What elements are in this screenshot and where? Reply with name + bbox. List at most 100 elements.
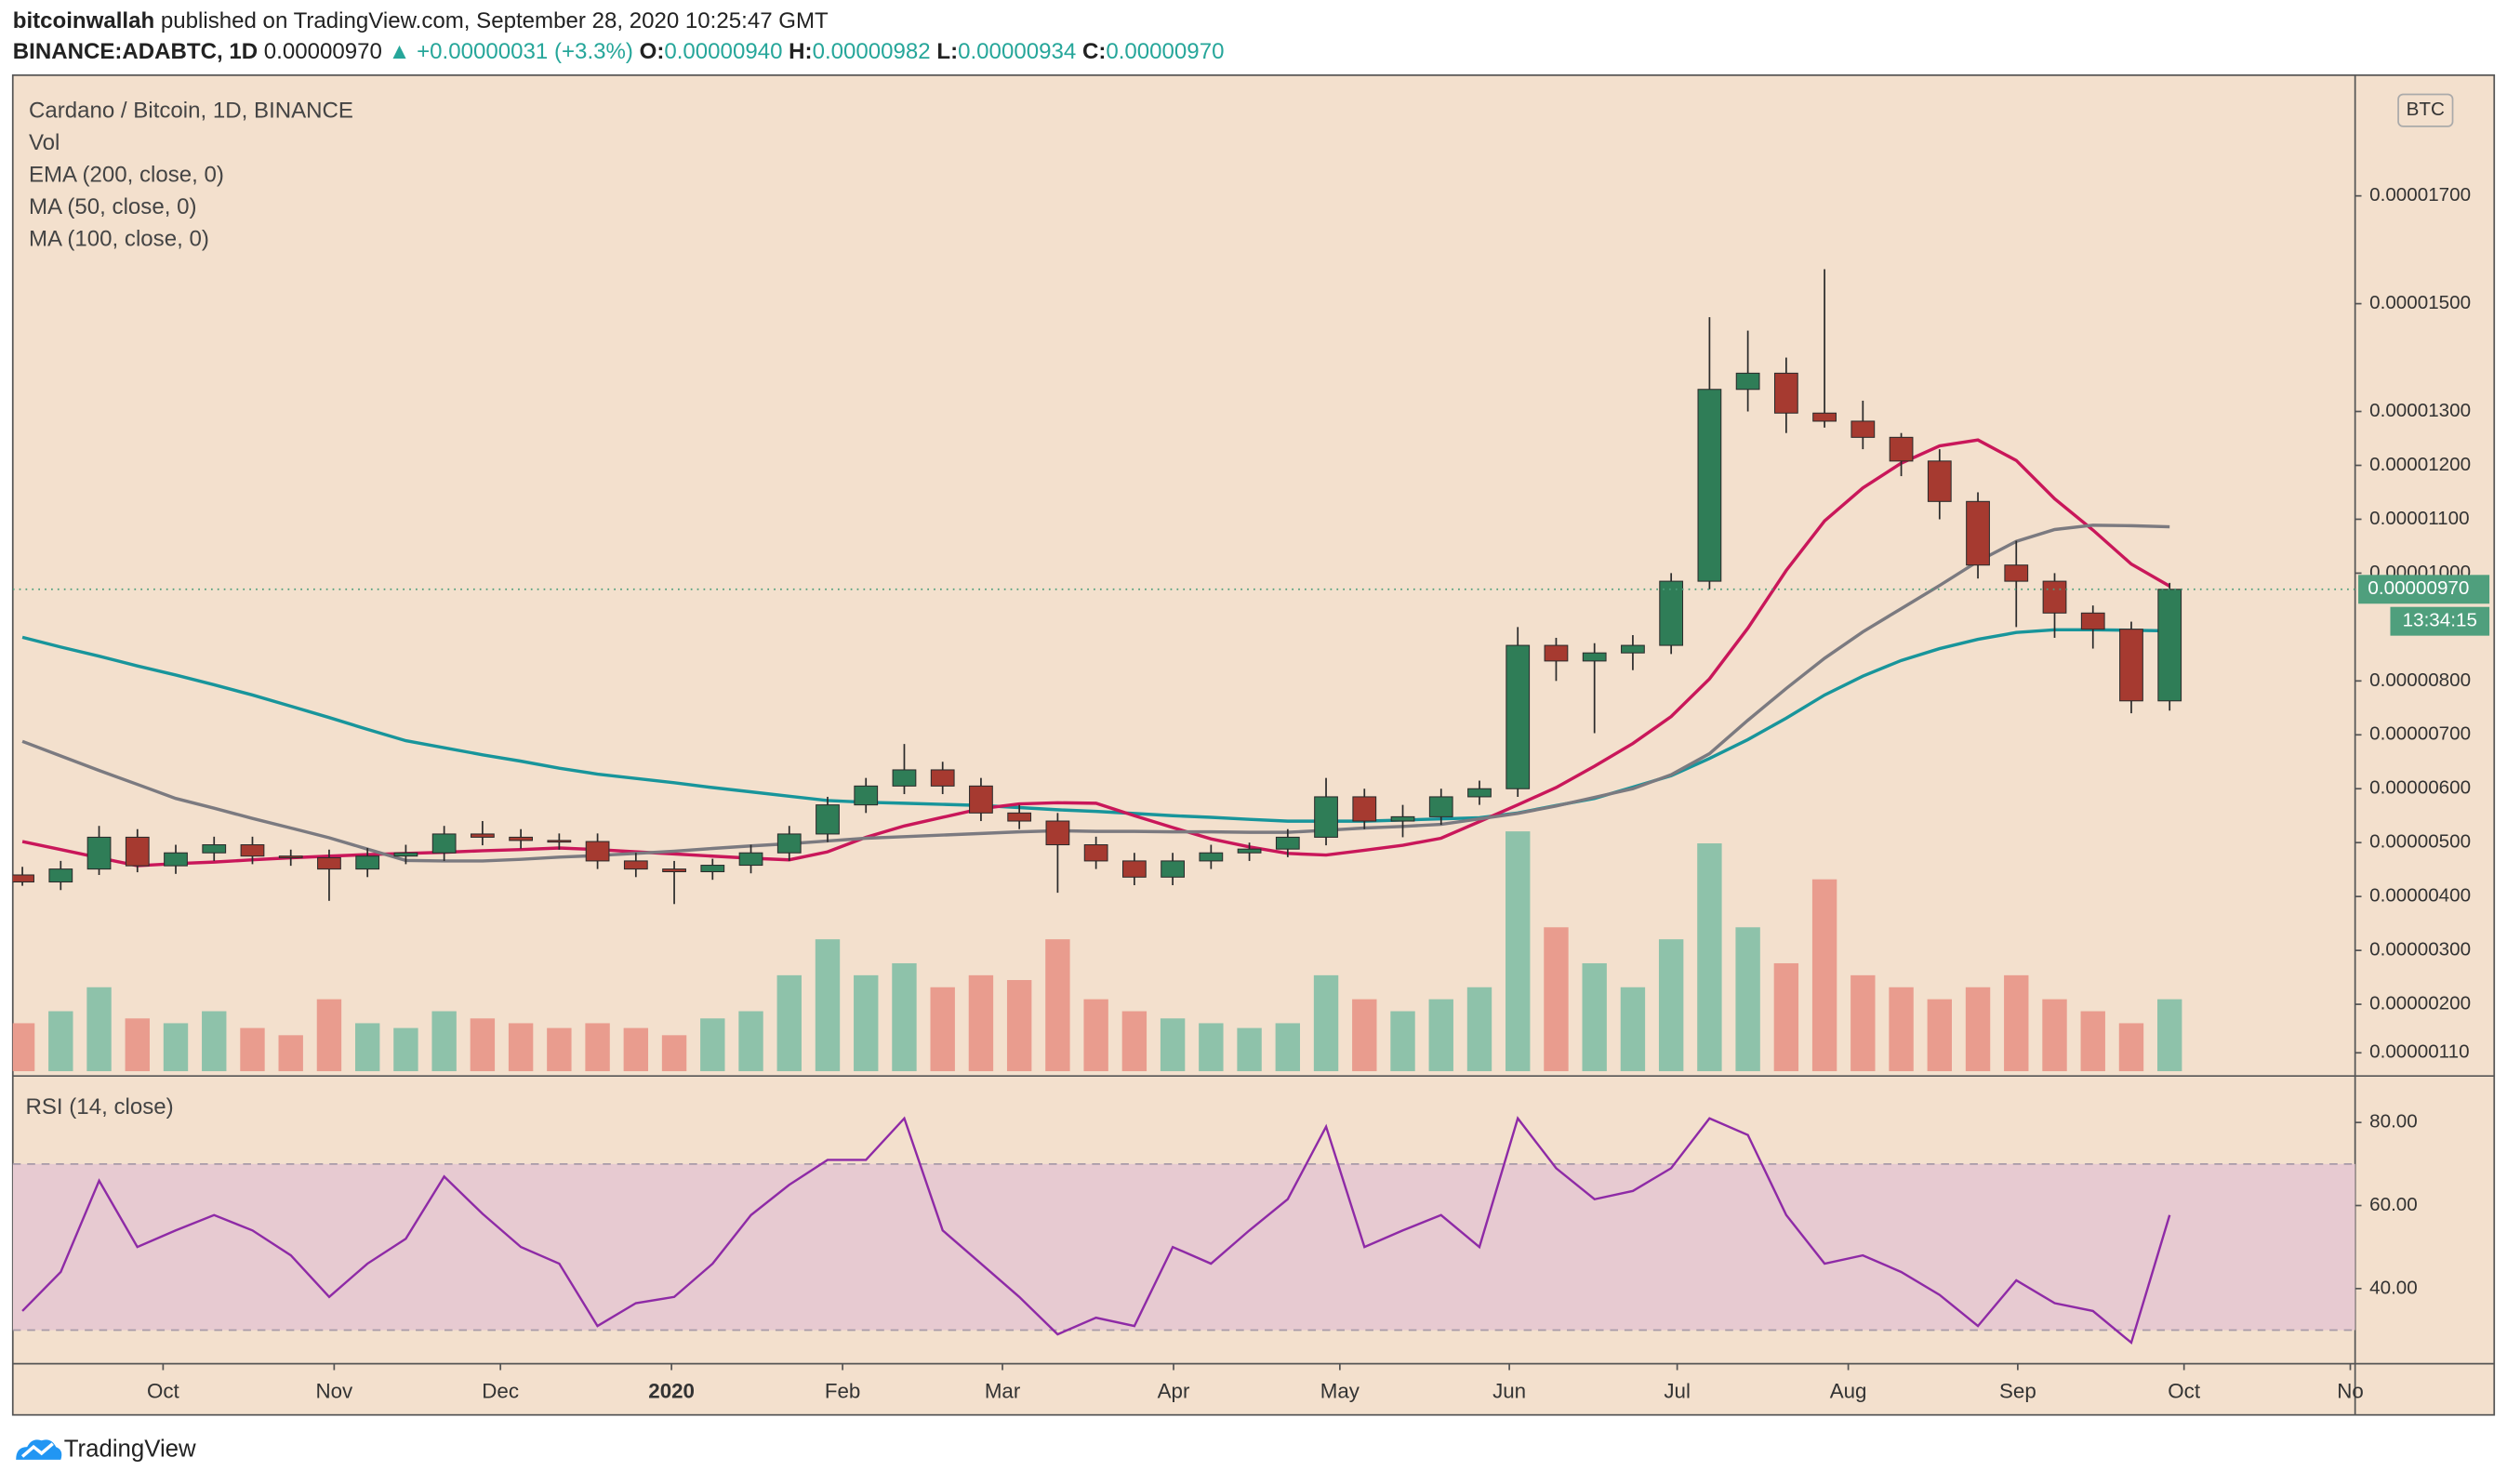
candle-body	[202, 844, 227, 854]
volume-bar	[661, 1035, 687, 1072]
x-tick-label: May	[1320, 1380, 1360, 1403]
y-tick-label: 0.00000300	[2369, 939, 2471, 961]
price: 0.00000970	[264, 39, 382, 64]
volume-bar	[1428, 999, 1453, 1072]
candle-body	[240, 844, 265, 857]
volume-bar	[470, 1018, 496, 1072]
y-tick-label: 0.00000500	[2369, 831, 2471, 853]
pane-title: Cardano / Bitcoin, 1D, BINANCE	[29, 99, 353, 124]
candle-body	[1773, 372, 1798, 414]
volume-bar	[700, 1018, 725, 1072]
volume-bar	[2004, 974, 2029, 1072]
candle-body	[2157, 589, 2182, 702]
volume-bar	[1275, 1023, 1301, 1072]
logo-text: TradingView	[64, 1436, 196, 1462]
ohlc-value: 0.00000934	[958, 39, 1076, 64]
x-tick-label: Feb	[825, 1380, 861, 1403]
volume-bar	[1889, 987, 1914, 1072]
candle-body	[1275, 836, 1300, 850]
volume-bar	[1582, 962, 1607, 1072]
volume-bar	[1735, 927, 1760, 1072]
candle-body	[1161, 860, 1185, 878]
x-tick-label: Oct	[147, 1380, 180, 1403]
candle-body	[125, 836, 150, 867]
candle-body	[1199, 852, 1224, 862]
candle-body	[930, 769, 955, 787]
candle-body	[1621, 644, 1645, 654]
candle-body	[2004, 564, 2029, 582]
logo-line	[20, 1442, 54, 1458]
countdown: 13:34:15	[2403, 610, 2477, 631]
candle-body	[1735, 372, 1760, 391]
ohlc-key: O:	[640, 39, 665, 64]
ohlc-value: 0.00000940	[664, 39, 782, 64]
candle-body	[278, 855, 303, 858]
volume-bar	[1927, 999, 1952, 1072]
candle-body	[355, 855, 380, 870]
logo-icon	[16, 1439, 62, 1460]
volume-bar	[1506, 831, 1531, 1072]
y-tick-label: 0.00000200	[2369, 993, 2471, 1014]
volume-bar	[1965, 987, 1991, 1072]
volume-bar	[1658, 939, 1684, 1072]
overlay: 0.00001700 0.00001500 0.00001300 0.00001200…	[26, 93, 2490, 1403]
x-tick-label: Jul	[1664, 1380, 1691, 1403]
candle-body	[1083, 844, 1108, 862]
volume-bar	[1466, 987, 1492, 1072]
ohlc-key: C:	[1082, 39, 1106, 64]
candle-body	[892, 769, 917, 787]
volume-bar	[547, 1027, 572, 1072]
candle-body	[1314, 796, 1338, 838]
candle-body	[1007, 812, 1032, 822]
x-tick-label: No	[2337, 1380, 2364, 1403]
volume-bar	[623, 1027, 649, 1072]
volume-bar	[163, 1023, 189, 1072]
candle-body	[1506, 644, 1531, 789]
candle-body	[1237, 848, 1262, 854]
volume-bar	[240, 1027, 265, 1072]
currency: BTC	[2407, 99, 2445, 120]
y-tick-label: 0.00001700	[2369, 184, 2471, 205]
candle-body	[1467, 788, 1492, 798]
volume-bar	[278, 1035, 303, 1072]
ma-line	[21, 523, 2170, 863]
rsi-tick-label: 80.00	[2369, 1111, 2418, 1133]
candle-body	[12, 874, 34, 883]
volume-bar	[316, 999, 342, 1072]
y-tick-label: 0.00001100	[2369, 508, 2469, 529]
candle-body	[1352, 796, 1377, 822]
change: ▲ +0.00000031 (+3.3%)	[389, 39, 633, 64]
volume-bar	[815, 939, 841, 1072]
candle-body	[393, 852, 418, 857]
legend-volume: Vol	[29, 130, 60, 155]
volume-bar	[1697, 843, 1722, 1072]
candle-body	[1850, 420, 1876, 438]
candle-body	[623, 860, 648, 870]
candle-body	[585, 841, 610, 862]
y-tick-label: 0.00000800	[2369, 669, 2471, 691]
candle-body	[1045, 820, 1070, 846]
candle-body	[1927, 460, 1952, 502]
rsi-band	[12, 1163, 2355, 1331]
volume-bar	[202, 1011, 227, 1072]
candle-body	[1582, 652, 1607, 662]
volume-bar	[1083, 999, 1108, 1072]
publish-line: bitcoinwallah published on TradingView.c…	[13, 8, 829, 33]
legend-entry: MA (100, close, 0)	[29, 226, 209, 251]
candle-body	[776, 833, 802, 854]
rsi-tick-label: 40.00	[2369, 1277, 2418, 1298]
volume-bar	[393, 1027, 418, 1072]
volume-bar	[12, 1023, 35, 1072]
volume-bar	[125, 1018, 150, 1072]
volume-bar	[1352, 999, 1377, 1072]
rsi-tick-label: 60.00	[2369, 1194, 2418, 1215]
x-tick-label: Nov	[315, 1380, 353, 1403]
candle-body	[700, 865, 725, 873]
volume-bar	[930, 987, 955, 1072]
candle-body	[1659, 580, 1684, 646]
volume-bar	[1811, 879, 1837, 1072]
y-tick-label: 0.00000600	[2369, 777, 2471, 799]
